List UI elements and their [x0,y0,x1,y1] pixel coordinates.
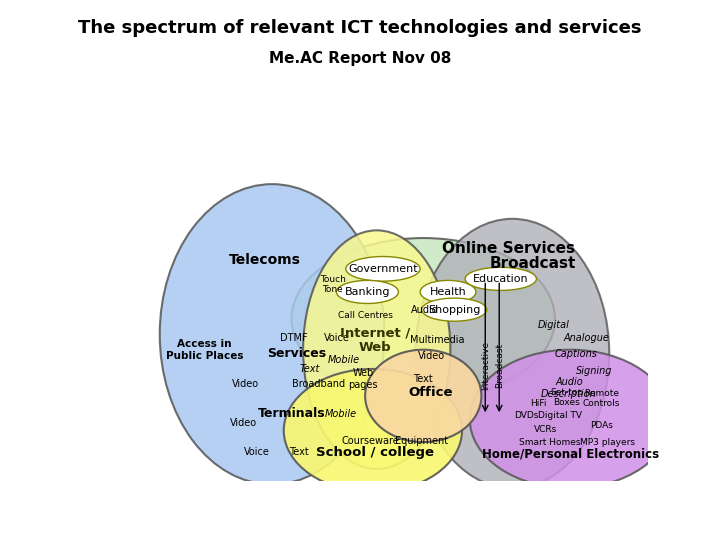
Text: Terminals: Terminals [258,407,325,420]
Text: Courseware: Courseware [342,436,400,446]
Text: Voice: Voice [243,447,269,457]
Text: Digital: Digital [538,320,570,330]
Text: Education: Education [473,274,528,284]
Text: Video: Video [230,418,257,428]
Ellipse shape [365,350,482,442]
Text: Analogue: Analogue [563,333,609,343]
Text: Broadband: Broadband [292,379,345,389]
Text: Broadcast: Broadcast [490,256,577,271]
Text: Multimedia: Multimedia [410,335,464,346]
Text: Signing: Signing [575,366,612,376]
Text: Online Services: Online Services [442,240,575,255]
Ellipse shape [346,256,420,281]
Text: School / college: School / college [316,446,434,458]
Text: Mobile: Mobile [324,409,356,419]
Text: Government: Government [348,264,418,274]
Ellipse shape [284,369,462,492]
Text: Audio: Audio [411,305,438,315]
Text: Mobile: Mobile [328,355,360,365]
Text: Equipment: Equipment [395,436,449,446]
Text: DVDs: DVDs [514,410,539,420]
Text: HiFi: HiFi [530,399,546,408]
Text: Video: Video [231,379,258,389]
Text: Text: Text [289,447,309,457]
Text: Smart Homes: Smart Homes [519,437,580,447]
Text: Health: Health [430,287,467,297]
Text: Internet /
Web: Internet / Web [340,327,410,354]
Ellipse shape [465,267,536,291]
Ellipse shape [303,231,451,469]
Ellipse shape [336,280,398,303]
Text: Banking: Banking [345,287,390,297]
Text: Audio
Description: Audio Description [541,377,597,399]
Ellipse shape [469,350,671,488]
Text: VCRs: VCRs [534,424,557,434]
Text: Telecoms: Telecoms [228,253,300,267]
Text: Home/Personal Electronics: Home/Personal Electronics [482,447,659,460]
Text: Access in
Public Places: Access in Public Places [166,339,243,361]
Text: The spectrum of relevant ICT technologies and services: The spectrum of relevant ICT technologie… [78,19,642,37]
Text: Text: Text [299,364,320,374]
Text: Voice: Voice [323,333,349,343]
Text: DTMF: DTMF [280,333,307,343]
Text: Broadcast: Broadcast [495,342,504,388]
Text: Remote
Controls: Remote Controls [582,388,620,408]
Ellipse shape [160,184,384,484]
Text: Digital TV: Digital TV [539,410,582,420]
Text: PDAs: PDAs [590,421,613,430]
Text: MP3 players: MP3 players [580,437,635,447]
Ellipse shape [292,238,555,400]
Text: Text: Text [413,374,433,384]
Text: Me.AC Report Nov 08: Me.AC Report Nov 08 [269,51,451,66]
Text: Call Centres: Call Centres [338,310,392,320]
Text: Touch
Tone: Touch Tone [320,274,346,294]
Text: Office: Office [409,386,454,399]
Text: Captions: Captions [554,348,598,359]
Text: Web
pages: Web pages [348,368,377,390]
Text: Interactive: Interactive [481,341,490,390]
Ellipse shape [422,298,487,321]
Ellipse shape [420,280,476,303]
Text: Set-top
Boxes: Set-top Boxes [550,388,583,407]
Text: Services: Services [267,347,326,360]
Text: Video: Video [418,351,444,361]
Ellipse shape [415,219,609,488]
Text: Shopping: Shopping [428,305,480,315]
